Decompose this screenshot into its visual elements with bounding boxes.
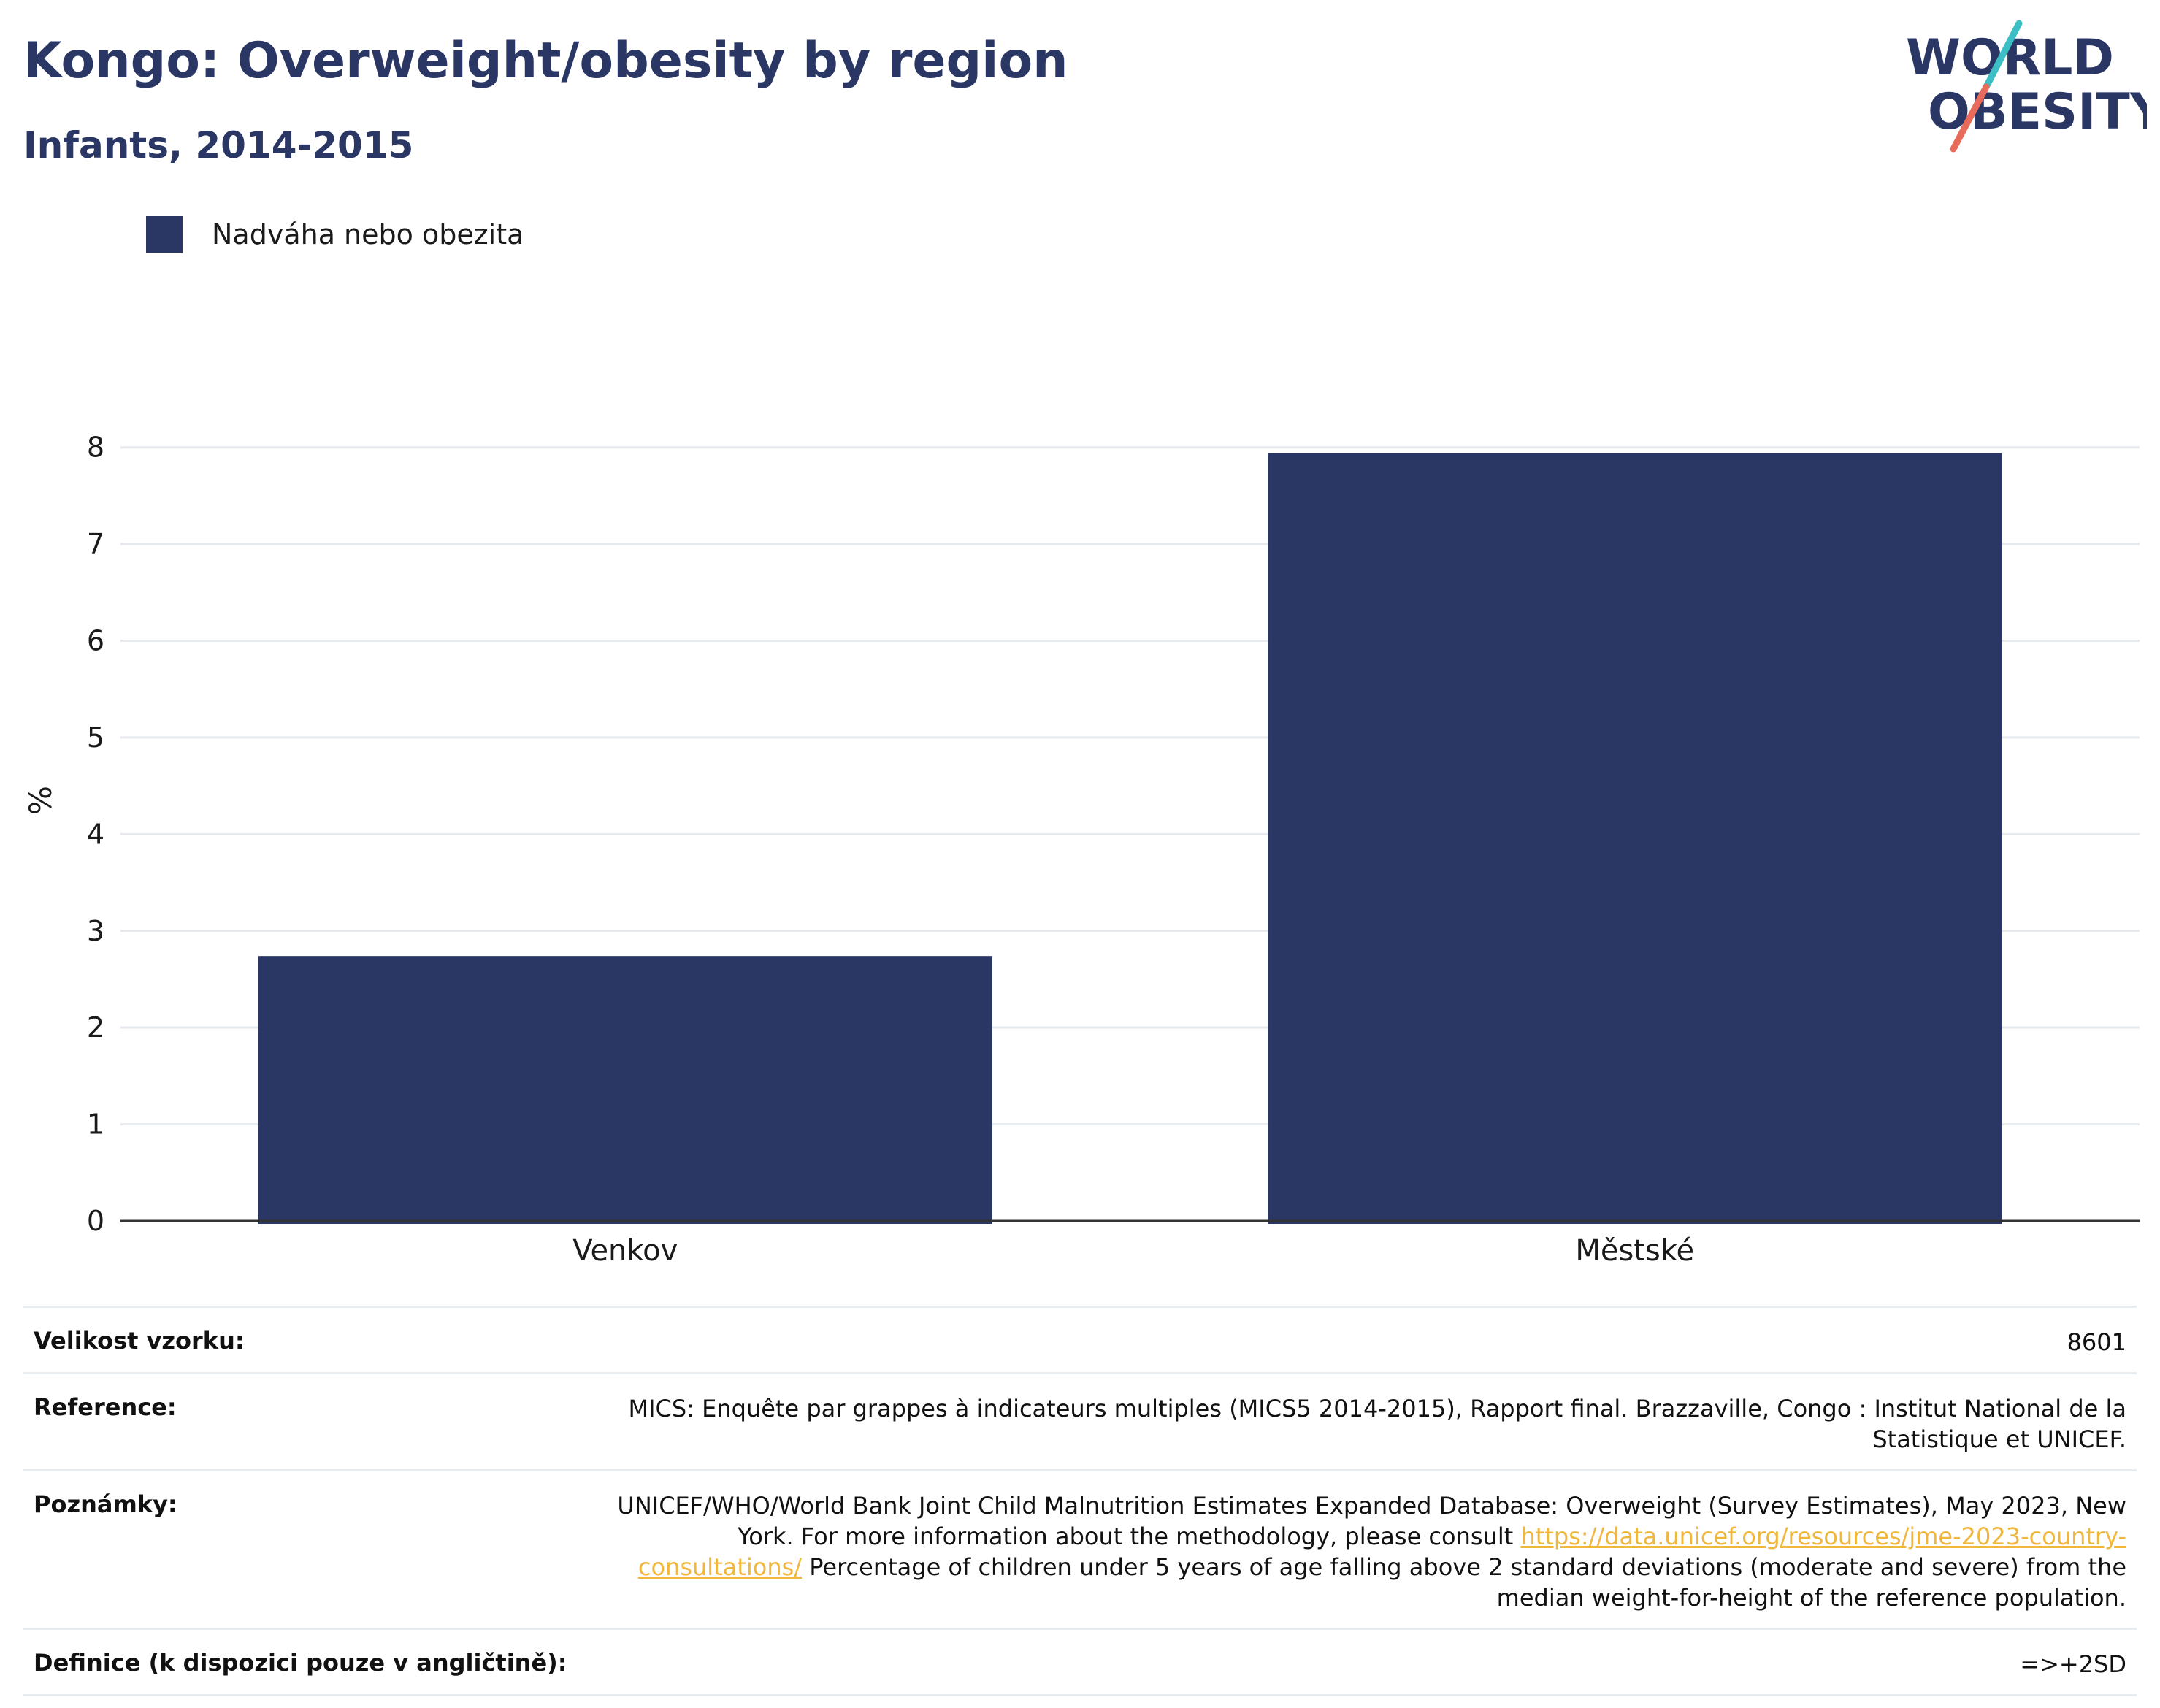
notes-text-after: Percentage of children under 5 years of … [802, 1553, 2126, 1612]
y-axis-label: % [23, 786, 58, 815]
x-tick-label: Venkov [572, 1234, 678, 1268]
info-row-notes: Poznámky: UNICEF/WHO/World Bank Joint Ch… [23, 1469, 2137, 1628]
y-tick-label: 8 [87, 432, 104, 464]
y-tick-label: 2 [87, 1011, 104, 1043]
logo-slash-bottom [1950, 83, 1990, 153]
y-tick-label: 7 [87, 528, 104, 560]
bar-chart: 0 1 2 3 4 5 6 7 8 Venkov Městské% [23, 432, 2140, 1268]
x-tick-label: Městské [1575, 1234, 1694, 1268]
definition-label: Definice (k dispozici pouze v angličtině… [34, 1649, 567, 1677]
world-obesity-logo: WORLD OBESITY [1906, 20, 2147, 153]
notes-text-before: UNICEF/WHO/World Bank Joint Child Malnut… [617, 1492, 2126, 1550]
info-row-sample-size: Velikost vzorku: 8601 [23, 1306, 2137, 1372]
y-tick-label: 1 [87, 1108, 104, 1141]
y-tick-label: 6 [87, 625, 104, 657]
logo-slash-top [1983, 20, 2023, 91]
notes-value: UNICEF/WHO/World Bank Joint Child Malnut… [593, 1490, 2126, 1613]
info-row-definition: Definice (k dispozici pouze v angličtině… [23, 1628, 2137, 1696]
y-tick-label: 0 [87, 1205, 104, 1237]
y-tick-label: 3 [87, 915, 104, 947]
info-row-reference: Reference: MICS: Enquête par grappes à i… [23, 1372, 2137, 1469]
sample-size-value: 8601 [2067, 1328, 2126, 1356]
legend-swatch [146, 216, 183, 253]
chart-title: Kongo: Overweight/obesity by region [23, 32, 1068, 90]
definition-value: =>+2SD [2020, 1650, 2126, 1678]
legend-label: Nadváha nebo obezita [212, 218, 524, 250]
methodology-link[interactable]: https://data.unicef.org/resources/jme-20… [637, 1523, 2126, 1581]
bar [1268, 453, 2002, 1224]
chart-subtitle: Infants, 2014-2015 [23, 124, 414, 166]
legend: Nadváha nebo obezita [146, 216, 524, 253]
bar [258, 956, 992, 1224]
notes-label: Poznámky: [34, 1490, 177, 1518]
sample-size-label: Velikost vzorku: [34, 1327, 245, 1355]
reference-label: Reference: [34, 1393, 177, 1421]
y-tick-label: 5 [87, 721, 104, 754]
info-table: Velikost vzorku: 8601 Reference: MICS: E… [23, 1306, 2137, 1696]
y-tick-label: 4 [87, 818, 104, 850]
reference-value: MICS: Enquête par grappes à indicateurs … [628, 1395, 2126, 1453]
